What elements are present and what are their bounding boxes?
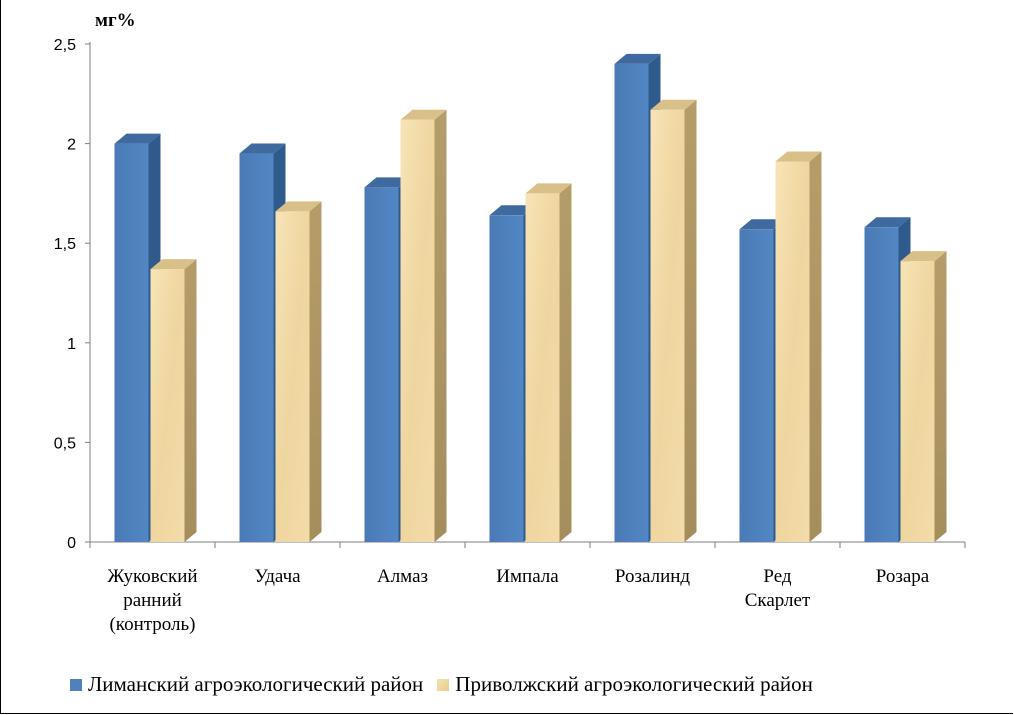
- bar-front: [239, 153, 274, 542]
- legend-label-limansky: Лиманский агроэкологический район: [88, 672, 424, 696]
- x-category-label-line: Жуковский: [107, 566, 197, 587]
- bar-front: [525, 193, 560, 542]
- y-tick-label: 1: [67, 336, 76, 353]
- bar-side: [184, 259, 197, 542]
- y-tick-label: 0,5: [54, 435, 76, 452]
- bar-side: [809, 151, 822, 542]
- bar-front: [400, 119, 435, 543]
- bar-top: [114, 133, 161, 144]
- y-tick-label: 1,5: [54, 236, 76, 253]
- legend-label-privolzhsky: Приволжский агроэкологический район: [455, 672, 813, 696]
- bar-top: [739, 219, 786, 230]
- y-tick-label: 2,5: [54, 37, 76, 54]
- x-category-label-line: (контроль): [109, 614, 195, 635]
- bar-front: [775, 161, 810, 542]
- bar-side: [309, 201, 322, 542]
- bar-top: [364, 177, 411, 188]
- bar-front: [275, 211, 310, 542]
- y-tick-label: 0: [67, 535, 76, 552]
- x-category-label-line: Скарлет: [745, 590, 811, 611]
- bar-top: [489, 205, 536, 216]
- y-tick-label: 2: [67, 137, 76, 154]
- bar-top: [239, 143, 286, 154]
- bar-side: [684, 99, 697, 543]
- x-category-label-line: Розара: [876, 566, 930, 587]
- bar-side: [434, 109, 447, 543]
- bar-privolzhsky: [525, 183, 572, 542]
- x-category-label: Розалинд: [615, 566, 691, 587]
- bar-privolzhsky: [400, 109, 447, 543]
- x-category-label-line: Импала: [496, 566, 559, 587]
- bar-privolzhsky: [275, 201, 322, 542]
- x-category-label: Ред Скарлет: [745, 566, 811, 611]
- y-axis-unit: мг%: [95, 10, 136, 31]
- bar-front: [364, 187, 399, 542]
- x-category-label: Удача: [254, 566, 301, 587]
- bar-privolzhsky: [775, 151, 822, 542]
- x-category-label-line: Ред: [763, 566, 791, 587]
- bar-top: [525, 183, 572, 194]
- bar-top: [900, 251, 947, 262]
- legend-item-limansky: Лиманский агроэкологический район: [70, 672, 423, 697]
- bar-top: [275, 201, 322, 212]
- bar-privolzhsky: [900, 251, 947, 543]
- bar-front: [489, 215, 524, 542]
- bar-front: [650, 109, 685, 543]
- legend: Лиманский агроэкологический район Привол…: [70, 672, 827, 697]
- bar-privolzhsky: [650, 99, 697, 543]
- bar-front: [864, 227, 899, 542]
- bar-front: [900, 261, 935, 542]
- bar-privolzhsky: [150, 259, 197, 542]
- x-category-label: Розара: [876, 566, 930, 587]
- bar-top: [650, 99, 697, 110]
- legend-swatch-tan: [437, 678, 450, 691]
- bar-top: [614, 53, 661, 64]
- bar-front: [114, 143, 149, 542]
- bar-top: [864, 217, 911, 228]
- x-category-label: Жуковский ранний (контроль): [107, 566, 197, 635]
- bar-side: [934, 251, 947, 543]
- bar-top: [775, 151, 822, 162]
- x-category-label: Импала: [496, 566, 559, 587]
- x-category-label: Алмаз: [377, 566, 428, 587]
- legend-item-privolzhsky: Приволжский агроэкологический район: [437, 672, 813, 697]
- x-category-label-line: ранний: [123, 590, 182, 611]
- bar-front: [739, 229, 774, 543]
- bar-side: [559, 183, 572, 542]
- x-category-label-line: Алмаз: [377, 566, 428, 587]
- x-category-label-line: Удача: [254, 566, 301, 587]
- bar-top: [400, 109, 447, 120]
- bar-front: [614, 63, 649, 543]
- bar-front: [150, 269, 185, 542]
- legend-swatch-blue: [70, 678, 82, 691]
- bar-top: [150, 259, 197, 270]
- x-category-label-line: Розалинд: [615, 566, 691, 587]
